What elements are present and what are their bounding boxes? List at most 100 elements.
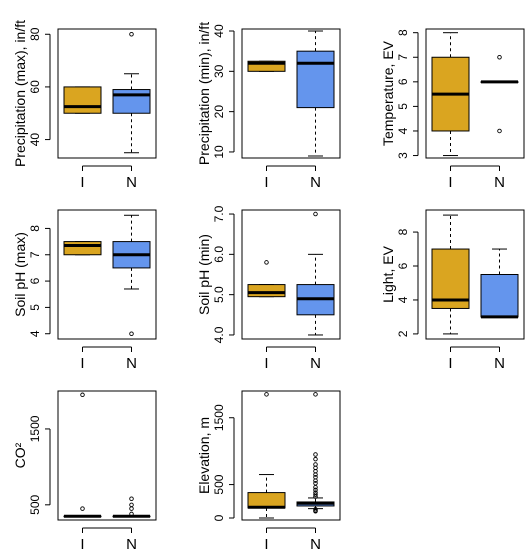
x-tick-label-I: I bbox=[448, 174, 452, 191]
y-tick-label: 5.0 bbox=[212, 286, 226, 303]
outlier-point bbox=[264, 260, 269, 265]
y-tick-label: 500 bbox=[212, 474, 226, 494]
y-tick-label: 1500 bbox=[212, 404, 226, 431]
x-tick-label-N: N bbox=[310, 536, 321, 550]
box-N bbox=[112, 32, 151, 154]
y-tick-label: 30 bbox=[212, 64, 226, 78]
iqr-box bbox=[296, 50, 335, 109]
outlier-point bbox=[264, 392, 269, 397]
y-tick-label: 40 bbox=[28, 133, 42, 147]
outlier-point bbox=[313, 487, 318, 493]
box-N bbox=[112, 214, 151, 336]
y-tick-label: 20 bbox=[212, 105, 226, 119]
y-tick-label: 7.0 bbox=[212, 205, 226, 222]
y-tick-label: 8 bbox=[396, 228, 410, 235]
x-tick-label-N: N bbox=[494, 355, 505, 372]
y-axis-label: Light, EV bbox=[380, 245, 396, 302]
y-axis-label: CO² bbox=[12, 442, 28, 468]
y-tick-label: 4.0 bbox=[212, 326, 226, 343]
plot-frame bbox=[57, 209, 157, 340]
x-tick-label-I: I bbox=[80, 355, 84, 372]
outlier-point bbox=[313, 456, 318, 462]
y-tick-label: 6 bbox=[396, 262, 410, 269]
outlier-point bbox=[129, 331, 134, 336]
x-tick-label-N: N bbox=[494, 174, 505, 191]
outlier-point bbox=[129, 511, 134, 517]
y-tick-label: 60 bbox=[28, 80, 42, 94]
y-axis-label: Precipitation (max), in/ft bbox=[12, 20, 28, 167]
box-I bbox=[431, 32, 470, 157]
outlier-point bbox=[313, 462, 318, 467]
x-tick-label-I: I bbox=[264, 174, 268, 191]
y-tick-label: 1500 bbox=[28, 415, 42, 442]
y-tick-label: 4 bbox=[396, 296, 410, 303]
box-I bbox=[63, 86, 102, 114]
y-tick-label: 5 bbox=[396, 103, 410, 110]
iqr-box bbox=[63, 86, 102, 114]
y-tick-label: 0 bbox=[212, 514, 226, 521]
plot-frame bbox=[241, 28, 341, 159]
plot-frame bbox=[425, 28, 525, 159]
panel-6: 2 4 6 8 Light, EV I N bbox=[380, 209, 525, 372]
y-axis-label: Precipitation (min), in/ft bbox=[196, 22, 212, 165]
plot-frame bbox=[425, 209, 525, 340]
iqr-box bbox=[480, 274, 519, 318]
x-tick-label-I: I bbox=[80, 174, 84, 191]
box-N bbox=[112, 496, 151, 518]
y-tick-label: 4 bbox=[28, 330, 42, 337]
y-tick-label: 6.0 bbox=[212, 246, 226, 263]
iqr-box bbox=[247, 284, 286, 298]
x-tick-label-N: N bbox=[310, 174, 321, 191]
outlier-point bbox=[129, 506, 134, 511]
x-tick-label-N: N bbox=[126, 355, 137, 372]
y-axis-label: Elevation, m bbox=[196, 417, 212, 494]
outlier-point bbox=[313, 211, 318, 217]
box-N bbox=[296, 30, 335, 157]
y-tick-label: 2 bbox=[396, 330, 410, 337]
outlier-point bbox=[80, 506, 85, 511]
box-N bbox=[296, 392, 335, 514]
y-tick-label: 5 bbox=[28, 304, 42, 311]
x-tick-label-N: N bbox=[126, 536, 137, 550]
y-tick-label: 40 bbox=[212, 24, 226, 38]
y-axis-label: Soil pH (min) bbox=[196, 234, 212, 315]
y-axis-label: Soil pH (max) bbox=[12, 232, 28, 317]
x-tick-label-I: I bbox=[448, 355, 452, 372]
box-I bbox=[63, 241, 102, 256]
outlier-point bbox=[80, 392, 85, 398]
iqr-box bbox=[112, 89, 151, 114]
outlier-point bbox=[313, 392, 318, 397]
box-N bbox=[480, 248, 519, 319]
box-I bbox=[247, 260, 286, 298]
y-tick-label: 6 bbox=[396, 78, 410, 85]
plot-frame bbox=[241, 390, 341, 521]
iqr-box bbox=[63, 241, 102, 256]
x-tick-label-I: I bbox=[264, 536, 268, 550]
x-tick-label-I: I bbox=[80, 536, 84, 550]
outlier-point bbox=[313, 507, 318, 512]
y-tick-label: 500 bbox=[28, 494, 42, 514]
outlier-point bbox=[313, 452, 318, 457]
y-axis-label: Temperature, EV bbox=[380, 40, 396, 146]
x-tick-label-I: I bbox=[264, 355, 268, 372]
outlier-point bbox=[497, 128, 502, 134]
y-tick-label: 7 bbox=[396, 54, 410, 61]
box-N bbox=[480, 55, 519, 134]
iqr-box bbox=[247, 60, 286, 72]
y-tick-label: 8 bbox=[28, 225, 42, 232]
plot-frame bbox=[241, 209, 341, 340]
y-tick-label: 6 bbox=[28, 277, 42, 284]
outlier-point bbox=[129, 502, 134, 508]
iqr-box bbox=[247, 492, 286, 509]
box-I bbox=[247, 392, 286, 519]
x-tick-label-N: N bbox=[310, 355, 321, 372]
y-tick-label: 10 bbox=[212, 145, 226, 159]
plot-frame bbox=[57, 28, 157, 159]
outlier-point bbox=[313, 490, 318, 495]
